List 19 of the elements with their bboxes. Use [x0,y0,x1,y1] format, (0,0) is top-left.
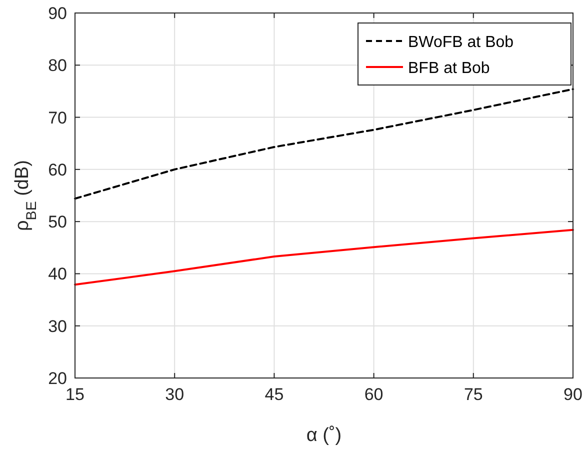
y-tick-label: 30 [48,316,67,336]
y-tick-label: 50 [48,212,67,232]
legend-label: BWoFB at Bob [408,34,514,51]
x-tick-label: 60 [364,385,384,404]
y-tick-label: 60 [48,160,67,180]
line-series [74,228,574,286]
x-tick-label: 30 [165,385,184,404]
x-tick-label: 45 [264,385,284,404]
x-tick-label: 90 [564,385,582,404]
y-tick-label: 90 [48,4,67,23]
x-tick-label: 75 [464,385,483,404]
line-series [74,88,574,200]
y-tick-label: 20 [48,369,67,388]
y-tick-label: 40 [48,264,67,284]
y-tick-label: 70 [48,108,67,128]
x-tick-label: 15 [66,385,84,404]
x-axis-title: α (˚) [306,425,342,446]
y-tick-label: 80 [48,56,67,76]
legend-label: BFB at Bob [408,60,490,77]
